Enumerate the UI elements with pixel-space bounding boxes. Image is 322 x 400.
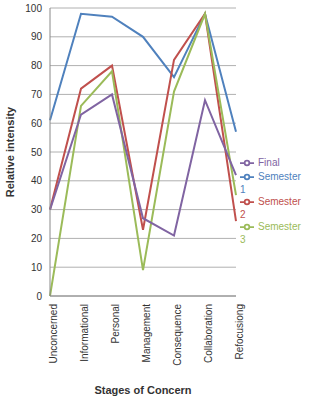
svg-text:100: 100 [25,3,42,14]
svg-text:Unconcerned: Unconcerned [48,304,59,363]
html-text:Semester 1: Semester 1 [240,170,301,195]
svg-text:Collaboration: Collaboration [203,304,214,363]
svg-text:70: 70 [31,89,43,100]
svg-text:Relative intensity: Relative intensity [8,106,16,197]
svg-text:60: 60 [31,118,43,129]
svg-text:Refocusiong: Refocusiong [234,304,245,360]
svg-text:90: 90 [31,31,43,42]
html-text:Semester 2: Semester 2 [240,195,301,220]
svg-text:80: 80 [31,60,43,71]
svg-text:50: 50 [31,147,43,158]
svg-text:Informational: Informational [79,304,90,362]
html-text:Semester 3: Semester 3 [240,220,301,245]
html-text:Final: Final [258,156,280,168]
svg-text:Stages of Concern: Stages of Concern [94,384,191,396]
svg-text:Personal: Personal [110,304,121,343]
svg-text:40: 40 [31,175,43,186]
svg-text:20: 20 [31,233,43,244]
svg-text:Consequence: Consequence [172,304,183,366]
svg-text:10: 10 [31,262,43,273]
svg-text:30: 30 [31,204,43,215]
svg-text:0: 0 [36,291,42,302]
svg-text:Management: Management [141,304,152,363]
